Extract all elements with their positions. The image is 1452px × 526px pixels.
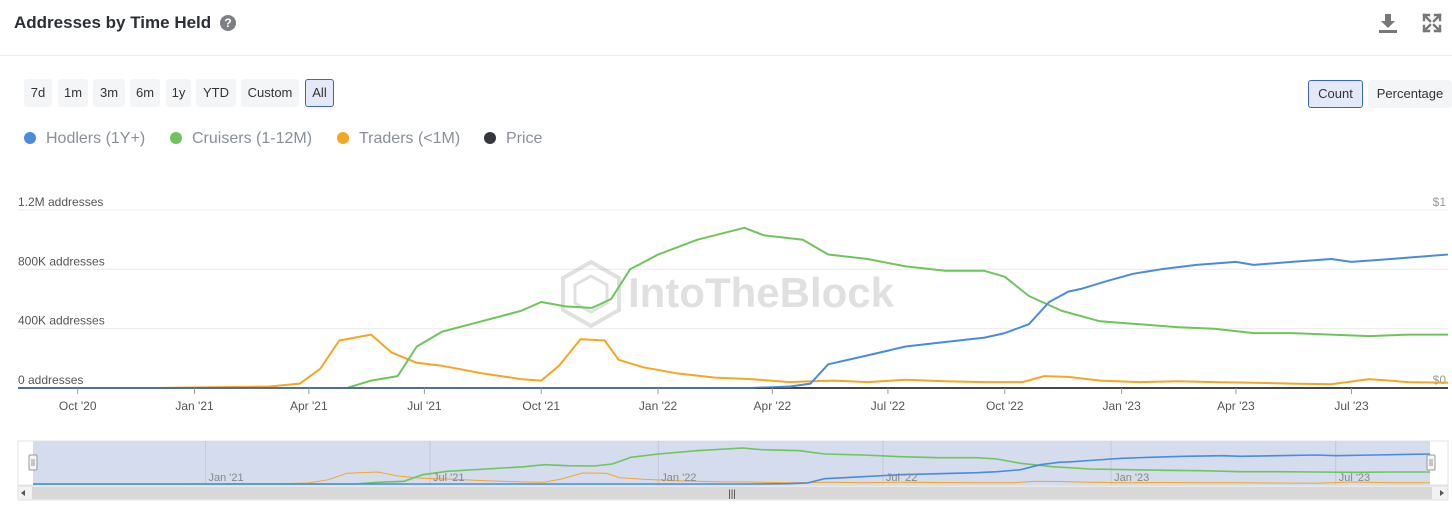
scroll-left-arrow-icon[interactable] — [21, 490, 25, 496]
x-axis-label: Apr '23 — [1217, 399, 1255, 413]
navigator-x-label: Jan '21 — [208, 472, 243, 484]
legend-item-traders[interactable]: Traders (<1M) — [337, 130, 460, 148]
legend-item-hodlers[interactable]: Hodlers (1Y+) — [24, 130, 145, 148]
navigator-x-label: Jan '22 — [661, 472, 696, 484]
y-axis-label: 1.2M addresses — [18, 195, 103, 209]
y-axis-label: 0 addresses — [18, 373, 83, 387]
series-line[interactable] — [18, 253, 1449, 389]
x-axis-label: Oct '20 — [59, 399, 97, 413]
range-custom-button[interactable]: Custom — [241, 79, 299, 107]
x-axis-label: Jan '21 — [175, 399, 214, 413]
scrollbar[interactable]: ||| — [17, 485, 1449, 501]
navigator-frame — [17, 440, 1449, 486]
legend-item-cruisers[interactable]: Cruisers (1-12M) — [170, 130, 312, 148]
chart-title: Addresses by Time Held — [14, 13, 212, 32]
legend-dot — [170, 132, 182, 144]
navigator-x-label: Jul '23 — [1339, 472, 1370, 484]
series-line[interactable] — [18, 333, 1449, 389]
x-axis-label: Jul '23 — [1334, 399, 1369, 413]
x-axis-label: Jan '22 — [639, 399, 678, 413]
y-axis-label: 800K addresses — [18, 254, 105, 268]
help-icon[interactable]: ? — [220, 15, 236, 31]
scrollbar-thumb[interactable] — [32, 487, 1432, 499]
navigator-series-line — [33, 447, 1430, 485]
y-right-axis-label: $0 — [1433, 373, 1447, 387]
range-ytd-button[interactable]: YTD — [196, 79, 236, 107]
navigator-right-handle[interactable] — [1426, 454, 1436, 471]
x-axis-label: Jul '22 — [871, 399, 906, 413]
mode-percentage-button[interactable]: Percentage — [1368, 80, 1452, 108]
navigator-x-label: Jul '21 — [433, 472, 464, 484]
scroll-right-arrow-icon[interactable] — [1440, 490, 1444, 496]
range-6m-button[interactable]: 6m — [130, 79, 160, 107]
range-3m-button[interactable]: 3m — [93, 79, 125, 107]
range-1m-button[interactable]: 1m — [58, 79, 88, 107]
x-axis-label: Apr '21 — [290, 399, 328, 413]
navigator-selection[interactable] — [33, 441, 1430, 485]
y-axis-label: 400K addresses — [18, 314, 105, 328]
expand-icon[interactable] — [1421, 12, 1443, 34]
watermark: IntoTheBlock — [561, 259, 895, 329]
scrollbar-track[interactable] — [17, 485, 1449, 501]
x-axis-label: Oct '21 — [522, 399, 560, 413]
navigator-x-label: Jan '23 — [1114, 472, 1149, 484]
y-right-axis-label: $1 — [1433, 195, 1447, 209]
legend-label: Price — [506, 130, 543, 147]
legend-item-price[interactable]: Price — [484, 130, 542, 148]
legend-label: Traders (<1M) — [359, 130, 461, 147]
range-1y-button[interactable]: 1y — [166, 79, 191, 107]
range-all-button[interactable]: All — [305, 79, 334, 107]
navigator-series-line — [33, 471, 1431, 485]
watermark-logo-icon — [561, 259, 621, 329]
download-icon[interactable] — [1377, 12, 1399, 34]
range-7d-button[interactable]: 7d — [24, 79, 52, 107]
x-axis-label: Jul '21 — [407, 399, 442, 413]
navigator[interactable]: Jan '21 Jul '21 Jan '22 Jul '22 Jan '23 Jul '… — [17, 440, 1449, 486]
navigator-series-line — [33, 453, 1431, 485]
legend-label: Cruisers (1-12M) — [192, 130, 313, 147]
mode-count-button[interactable]: Count — [1308, 80, 1363, 108]
watermark-text: IntoTheBlock — [628, 269, 895, 316]
legend-label: Hodlers (1Y+) — [46, 130, 146, 147]
legend-dot — [337, 132, 349, 144]
chart-header: Addresses by Time Held ? — [0, 0, 1452, 56]
navigator-left-handle[interactable] — [28, 454, 38, 471]
series-line[interactable] — [18, 226, 1448, 389]
navigator-x-label: Jul '22 — [886, 472, 917, 484]
x-axis-label: Oct '22 — [986, 399, 1024, 413]
x-axis-label: Jan '23 — [1102, 399, 1141, 413]
x-axis-label: Apr '22 — [754, 399, 792, 413]
legend-dot — [484, 132, 496, 144]
scrollbar-grip-icon: ||| — [728, 489, 736, 500]
legend-dot — [24, 132, 36, 144]
